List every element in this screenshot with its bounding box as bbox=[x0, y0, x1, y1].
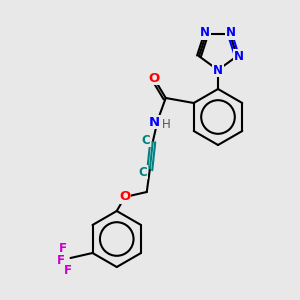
Text: F: F bbox=[64, 263, 71, 277]
Text: F: F bbox=[56, 254, 64, 266]
Text: O: O bbox=[119, 190, 130, 203]
Text: H: H bbox=[161, 118, 170, 130]
Text: N: N bbox=[234, 50, 244, 63]
Text: N: N bbox=[200, 26, 210, 39]
Text: N: N bbox=[226, 26, 236, 39]
Text: O: O bbox=[148, 71, 159, 85]
Text: N: N bbox=[149, 116, 160, 128]
Text: N: N bbox=[213, 64, 223, 76]
Text: F: F bbox=[58, 242, 67, 254]
Text: C: C bbox=[138, 166, 147, 178]
Text: C: C bbox=[141, 134, 150, 146]
